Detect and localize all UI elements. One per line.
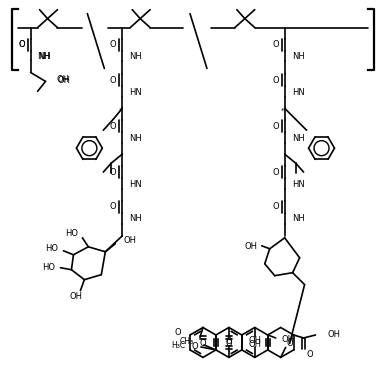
Text: CH₃: CH₃ [180, 337, 194, 346]
Text: OH: OH [123, 236, 136, 245]
Text: HN: HN [129, 180, 142, 189]
Text: O: O [110, 76, 117, 85]
Text: O: O [110, 168, 117, 176]
Text: O: O [272, 168, 279, 176]
Text: O: O [110, 122, 117, 131]
Text: NH: NH [129, 214, 142, 223]
Text: NH: NH [129, 134, 142, 143]
Text: NH: NH [292, 52, 305, 61]
Text: O: O [200, 339, 206, 348]
Text: NH: NH [129, 52, 142, 61]
Text: HN: HN [129, 88, 142, 97]
Text: HO: HO [42, 263, 55, 272]
Text: O: O [272, 40, 279, 49]
Text: NH: NH [292, 134, 305, 143]
Text: O: O [18, 40, 25, 49]
Text: *: * [119, 107, 122, 113]
Text: O: O [110, 40, 117, 49]
Text: O: O [192, 342, 198, 351]
Text: O: O [286, 339, 293, 348]
Text: OH: OH [57, 76, 70, 85]
Text: O: O [306, 350, 313, 359]
Text: O: O [272, 122, 279, 131]
Text: OH: OH [248, 336, 261, 345]
Text: NH: NH [292, 214, 305, 223]
Text: O: O [272, 76, 279, 85]
Text: OH: OH [248, 340, 261, 349]
Text: O: O [272, 202, 279, 212]
Text: OH: OH [282, 335, 295, 345]
Text: HN: HN [292, 180, 305, 189]
Text: NH: NH [38, 52, 50, 61]
Text: O: O [175, 328, 181, 337]
Text: OH: OH [57, 75, 70, 84]
Text: H₃C: H₃C [171, 342, 185, 350]
Text: OH: OH [328, 330, 340, 340]
Text: O: O [226, 339, 232, 348]
Text: HN: HN [292, 88, 305, 97]
Text: O: O [18, 40, 25, 49]
Text: HO: HO [45, 244, 59, 253]
Text: NH: NH [38, 52, 51, 61]
Text: OH: OH [70, 292, 83, 301]
Text: OH: OH [245, 242, 258, 251]
Text: HO: HO [65, 229, 79, 238]
Text: O: O [110, 202, 117, 212]
Text: *: * [281, 107, 285, 113]
Text: O: O [226, 337, 232, 346]
